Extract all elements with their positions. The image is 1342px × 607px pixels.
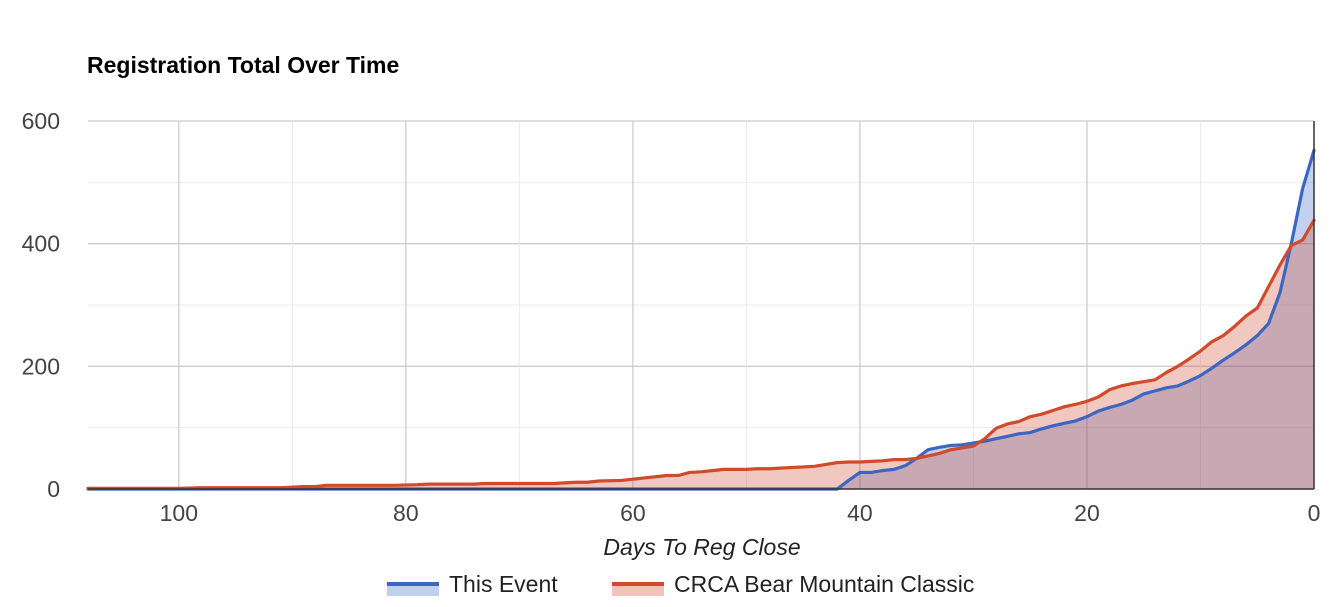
y-tick-label: 200 — [22, 353, 60, 379]
legend-item-1[interactable]: This Event — [387, 571, 558, 597]
series-areas — [88, 150, 1314, 490]
series-line-2 — [86, 218, 1316, 490]
x-tick-label: 40 — [847, 500, 873, 526]
legend[interactable]: This Event CRCA Bear Mountain Classic — [387, 571, 974, 597]
series-lines — [86, 148, 1316, 491]
chart-title: Registration Total Over Time — [87, 52, 399, 78]
legend-label: This Event — [449, 571, 558, 597]
legend-swatch — [612, 583, 664, 596]
grid — [88, 120, 1314, 489]
x-tick-label: 20 — [1074, 500, 1100, 526]
legend-label: CRCA Bear Mountain Classic — [674, 571, 974, 597]
y-tick-label: 400 — [22, 231, 60, 257]
x-tick-label: 100 — [160, 500, 198, 526]
x-tick-label: 80 — [393, 500, 419, 526]
series-area-2 — [88, 220, 1314, 490]
y-tick-label: 600 — [22, 108, 60, 134]
series-area-1 — [88, 150, 1314, 489]
x-tick-label: 60 — [620, 500, 646, 526]
legend-swatch — [387, 583, 439, 596]
legend-item-2[interactable]: CRCA Bear Mountain Classic — [612, 571, 974, 597]
y-tick-label: 0 — [47, 476, 60, 502]
x-axis-label: Days To Reg Close — [603, 534, 800, 560]
x-tick-label: 0 — [1308, 500, 1321, 526]
series-line-1 — [86, 148, 1316, 491]
